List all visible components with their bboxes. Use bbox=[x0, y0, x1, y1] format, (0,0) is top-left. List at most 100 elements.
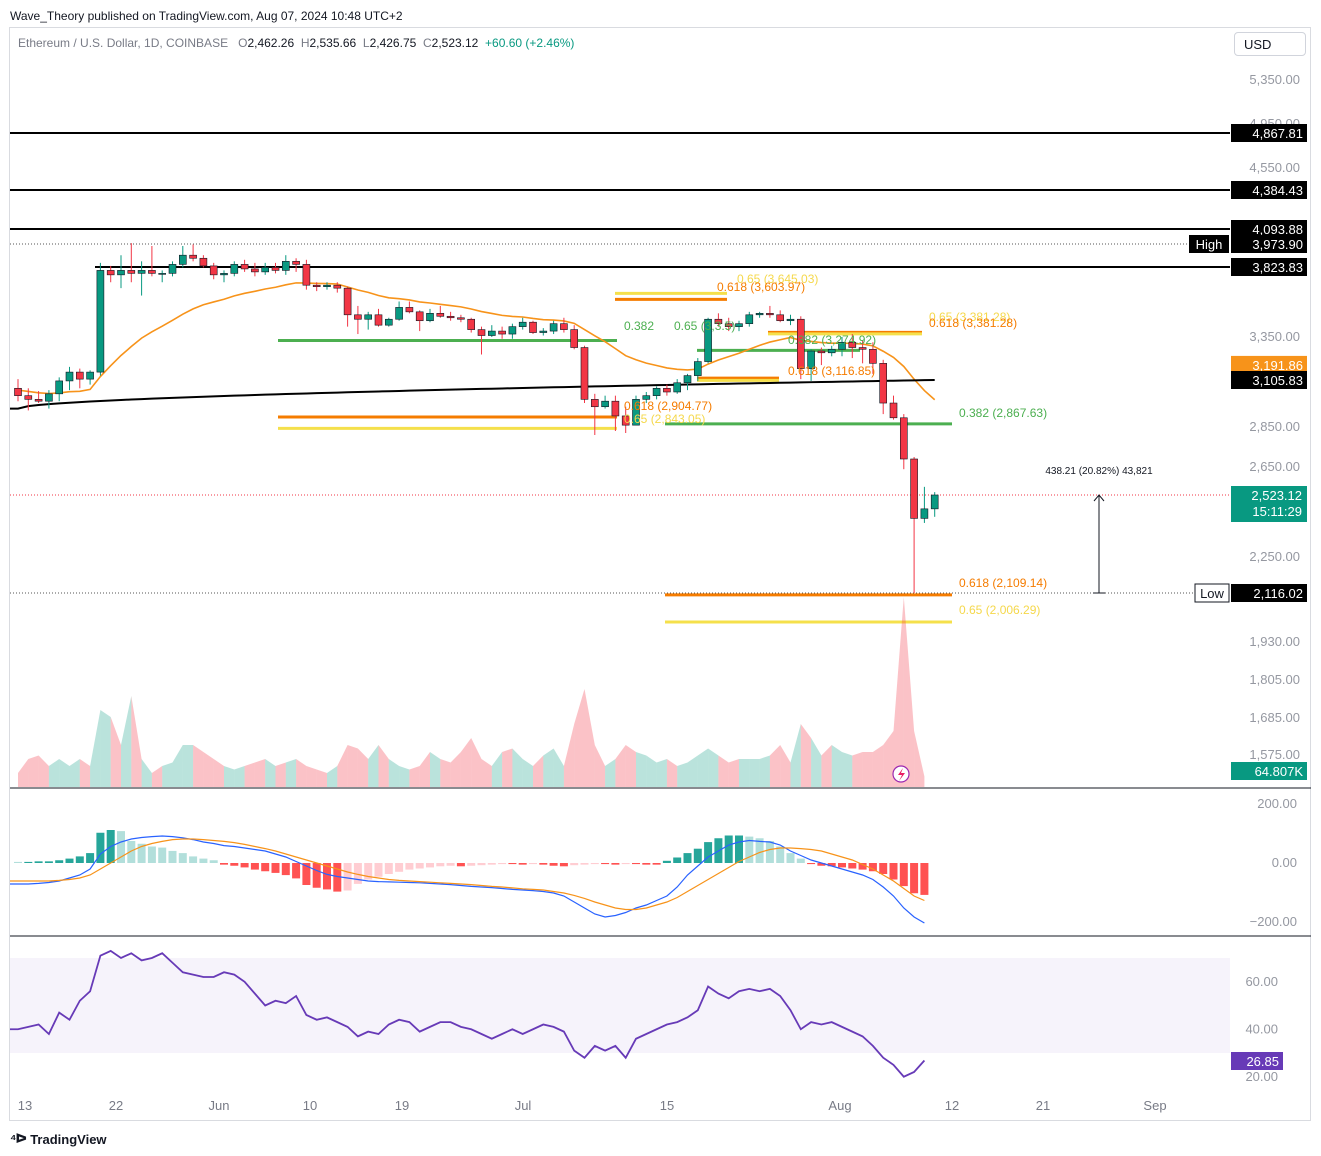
time-tick-label: 13 bbox=[18, 1098, 32, 1113]
candle-body bbox=[415, 311, 424, 322]
fib-label: 0.618 (3,116.85) bbox=[788, 364, 875, 378]
fib-label: 0.65 (2,006.29) bbox=[959, 603, 1040, 617]
macd-histogram-bar bbox=[333, 863, 342, 892]
volume-bar bbox=[811, 738, 822, 787]
macd-histogram-bar bbox=[261, 863, 270, 872]
macd-tick-label: 200.00 bbox=[1257, 796, 1297, 811]
time-tick-label: 12 bbox=[945, 1098, 959, 1113]
candle-body bbox=[735, 323, 743, 327]
volume-bar bbox=[337, 745, 348, 787]
candle-body bbox=[158, 273, 166, 275]
volume-bar bbox=[862, 752, 873, 787]
volume-bar bbox=[697, 748, 709, 787]
macd-histogram-bar bbox=[220, 863, 228, 865]
candle-body bbox=[34, 399, 43, 402]
candle-body bbox=[312, 284, 321, 287]
macd-histogram-bar bbox=[14, 861, 22, 863]
volume-bar bbox=[471, 738, 482, 787]
macd-histogram-bar bbox=[549, 863, 558, 866]
rsi-tick-label: 60.00 bbox=[1245, 974, 1278, 989]
volume-bar bbox=[90, 710, 101, 787]
candle-body bbox=[796, 318, 805, 369]
volume-bar bbox=[852, 752, 863, 787]
volume-bar bbox=[883, 731, 894, 787]
volume-bar bbox=[666, 759, 678, 787]
macd-histogram-bar bbox=[724, 835, 733, 863]
fib-label: 0.382 bbox=[624, 319, 654, 333]
macd-histogram-bar bbox=[199, 858, 208, 863]
macd-histogram-bar bbox=[178, 853, 187, 863]
macd-histogram-bar bbox=[786, 853, 795, 863]
candle-body bbox=[230, 264, 239, 274]
volume-bar bbox=[79, 759, 91, 787]
candle-body bbox=[106, 270, 115, 276]
currency-button[interactable]: USD bbox=[1234, 32, 1306, 56]
badge-r1: 4,867.81 bbox=[1252, 126, 1303, 141]
badge-ema-slow: 3,105.83 bbox=[1252, 373, 1303, 388]
volume-bar bbox=[69, 759, 80, 787]
macd-histogram-bar bbox=[271, 863, 280, 873]
candle-body bbox=[570, 329, 579, 348]
volume-bar bbox=[790, 724, 801, 787]
macd-histogram-bar bbox=[765, 841, 774, 863]
volume-bar bbox=[244, 762, 255, 787]
volume-bar bbox=[316, 769, 327, 787]
high-tag-label: High bbox=[1196, 237, 1223, 252]
macd-histogram-bar bbox=[364, 863, 373, 880]
volume-bar bbox=[893, 597, 904, 787]
volume-bar bbox=[903, 597, 915, 787]
rsi-tick-label: 40.00 bbox=[1245, 1021, 1278, 1036]
volume-bar bbox=[646, 755, 657, 787]
candle-body bbox=[848, 341, 857, 348]
candle-body bbox=[487, 330, 496, 336]
price-tick-label: 1,685.00 bbox=[1249, 710, 1300, 725]
volume-bar bbox=[656, 759, 667, 787]
volume-bar bbox=[399, 766, 410, 787]
volume-bar bbox=[563, 724, 575, 787]
volume-bar bbox=[151, 766, 163, 787]
candle-body bbox=[724, 323, 733, 327]
candle-body bbox=[323, 284, 331, 287]
macd-histogram-bar bbox=[807, 863, 816, 865]
fib-label: 0.65 (3,645.03) bbox=[737, 272, 818, 286]
candle-body bbox=[251, 268, 259, 273]
candles bbox=[14, 243, 939, 593]
candle-body bbox=[714, 318, 723, 324]
macd-histogram-bar bbox=[96, 832, 105, 863]
macd-histogram-bar bbox=[436, 863, 445, 867]
volume-bar bbox=[18, 759, 29, 787]
axes: 5,350.004,950.004,550.003,350.002,850.00… bbox=[10, 72, 1311, 1113]
macd-histogram-bar bbox=[868, 863, 877, 872]
candle-body bbox=[209, 265, 218, 276]
macd-histogram-bar bbox=[292, 863, 301, 879]
candle-body bbox=[683, 375, 692, 384]
time-tick-label: 10 bbox=[303, 1098, 317, 1113]
macd-histogram-bar bbox=[632, 863, 640, 865]
candle-body bbox=[333, 284, 342, 289]
fib-label: 0.618 (2,904.77) bbox=[624, 399, 712, 413]
candle-body bbox=[498, 330, 506, 335]
macd-histogram-bar bbox=[405, 863, 414, 870]
volume-bar bbox=[780, 745, 791, 787]
time-tick-label: Aug bbox=[828, 1098, 851, 1113]
volume-bar bbox=[28, 755, 39, 787]
macd-histogram-bar bbox=[189, 856, 198, 863]
macd-histogram-bar bbox=[158, 847, 167, 863]
macd-histogram-bar bbox=[117, 831, 125, 863]
macd-histogram-bar bbox=[65, 858, 74, 863]
macd-histogram-bar bbox=[817, 863, 826, 866]
macd-histogram-bar bbox=[642, 863, 651, 865]
volume-bar bbox=[769, 745, 781, 787]
macd-histogram-bar bbox=[508, 863, 517, 865]
time-tick-label: 21 bbox=[1036, 1098, 1050, 1113]
time-tick-label: Jun bbox=[209, 1098, 230, 1113]
high-tag-bg bbox=[1189, 235, 1229, 253]
volume-bar bbox=[543, 748, 554, 787]
volume-bar bbox=[636, 752, 647, 787]
chart-frame bbox=[9, 27, 1311, 1121]
macd-histogram-bar bbox=[44, 861, 53, 863]
macd-histogram-bar bbox=[673, 857, 682, 863]
macd-histogram-bar bbox=[209, 860, 218, 863]
macd-histogram-bar bbox=[415, 863, 424, 869]
